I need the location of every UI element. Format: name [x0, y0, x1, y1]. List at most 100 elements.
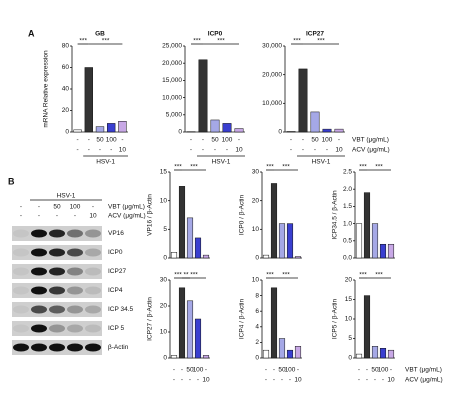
blot-row-label: ICP 5	[108, 325, 125, 332]
y-tick-label: 25,000	[162, 43, 182, 50]
blot-band	[85, 343, 101, 352]
y-tick-label: 80	[62, 43, 70, 50]
vbt-dose: -	[265, 367, 267, 374]
y-tick-label: 10	[345, 316, 353, 323]
bar	[95, 126, 105, 133]
vbt-dose: -	[190, 137, 192, 144]
vbt-dose: -	[181, 367, 183, 374]
blot-band	[49, 305, 65, 314]
blot-band	[67, 267, 83, 276]
y-tick-label: 30	[160, 277, 168, 284]
y-tick-label: 6	[255, 308, 259, 315]
vbt-dose: 100	[106, 137, 117, 144]
blot-band	[31, 343, 47, 352]
vbt-dose: -	[358, 367, 360, 374]
acv-dose: -	[358, 377, 360, 384]
blot-strip	[12, 321, 102, 336]
bar	[379, 243, 387, 259]
sig-label: ***	[375, 272, 383, 279]
y-tick-label: 0	[255, 255, 259, 262]
acv-dose: -	[289, 377, 291, 384]
sig-label: ***	[174, 164, 182, 171]
blot-band	[85, 267, 101, 276]
panel-label: A	[28, 28, 35, 38]
sig-label: ***	[282, 272, 290, 279]
bar	[379, 348, 387, 359]
vbt-dose: 50	[278, 367, 286, 374]
blot-band	[85, 305, 101, 314]
bar	[186, 300, 194, 359]
blot-band	[31, 267, 47, 276]
vbt-dose: -	[238, 137, 240, 144]
sig-label: ***	[266, 164, 274, 171]
blot-band	[13, 286, 29, 295]
vbt-label: VBT (μg/mL)	[405, 367, 442, 374]
bar	[262, 254, 270, 259]
y-tick-label: 1.5	[343, 203, 352, 210]
vbt-dose: -	[390, 367, 392, 374]
blot-band	[67, 343, 83, 352]
bar	[194, 237, 202, 259]
hsv-label: HSV-1	[312, 159, 331, 166]
acv-dose: -	[226, 147, 228, 154]
blot-band	[13, 267, 29, 276]
blot-vbt-label: VBT (μg/mL)	[108, 204, 145, 211]
y-tick-label: 10	[160, 197, 168, 204]
acv-dose: 10	[235, 147, 243, 154]
bar	[118, 121, 127, 133]
panel-label: B	[8, 176, 15, 186]
blot-vbt: 50	[53, 204, 61, 211]
y-axis-label: ICP27 / β-Actin	[147, 297, 154, 341]
sig-label: ***	[190, 164, 198, 171]
bar	[186, 217, 194, 259]
acv-dose: -	[273, 377, 275, 384]
acv-dose: -	[181, 377, 183, 384]
bar	[371, 223, 379, 259]
vbt-dose: -	[366, 367, 368, 374]
y-tick-label: 4	[255, 324, 259, 331]
y-axis-label: ICP4 / β-Actin	[239, 299, 246, 340]
y-tick-label: 0.0	[343, 255, 352, 262]
blot-vbt: 100	[70, 204, 81, 211]
y-tick-label: 2	[255, 339, 259, 346]
y-tick-label: 15,000	[162, 77, 182, 84]
acv-dose: -	[314, 147, 316, 154]
sig-label: ***	[174, 272, 182, 279]
vbt-label: VBT (μg/mL)	[352, 137, 389, 144]
y-tick-label: 10,000	[162, 94, 182, 101]
y-tick-label: 0	[348, 355, 352, 362]
acv-dose: -	[290, 147, 292, 154]
blot-acv: 10	[89, 213, 97, 220]
blot-band	[31, 305, 47, 314]
bar	[210, 119, 220, 133]
vbt-dose: 50	[211, 137, 219, 144]
vbt-dose: -	[202, 137, 204, 144]
y-axis-label: VP16 / β-Actin	[147, 194, 154, 236]
sig-label: ***	[375, 164, 383, 171]
vbt-dose: -	[88, 137, 90, 144]
blot-band	[67, 324, 83, 333]
blot-band	[31, 229, 47, 238]
bar	[178, 287, 186, 359]
acv-dose: -	[382, 377, 384, 384]
acv-dose: -	[110, 147, 112, 154]
vbt-dose: -	[173, 367, 175, 374]
bar	[107, 123, 116, 133]
y-axis-label: ICP5 / β-Actin	[332, 299, 339, 340]
blot-band	[49, 286, 65, 295]
y-tick-label: 20	[252, 197, 260, 204]
blot-vbt: -	[38, 204, 40, 211]
blot-row-label: ICP 34.5	[108, 306, 134, 313]
vbt-dose: 100	[193, 367, 204, 374]
y-tick-label: 0	[255, 355, 259, 362]
blot-band	[49, 324, 65, 333]
blot-band	[67, 248, 83, 257]
bar	[222, 123, 232, 133]
sig-label: ***	[266, 272, 274, 279]
blot-row-label: ICP4	[108, 287, 123, 294]
bar	[178, 186, 186, 259]
bar	[198, 59, 208, 133]
bar	[363, 295, 371, 359]
vbt-dose: 100	[222, 137, 233, 144]
